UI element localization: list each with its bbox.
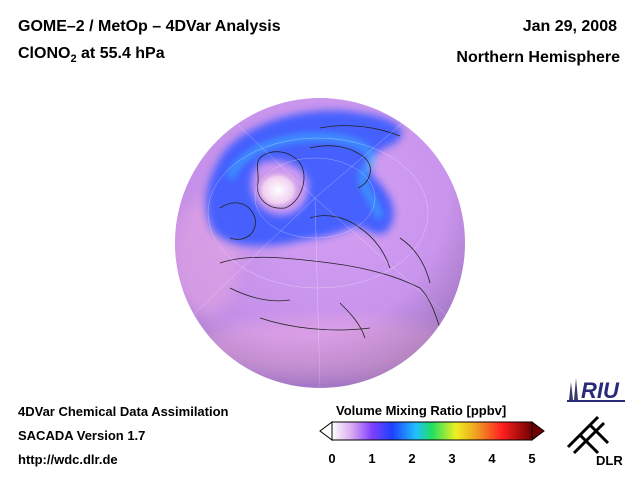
footer-url[interactable]: http://wdc.dlr.de: [18, 452, 118, 467]
riu-logo: RIU: [567, 378, 625, 403]
species-main: ClONO: [18, 45, 71, 62]
species-subscript: 2: [70, 53, 77, 65]
analysis-date: Jan 29, 2008: [522, 18, 617, 35]
colorbar-tick: 1: [368, 451, 376, 466]
colorbar-gradient: [331, 421, 533, 441]
footer-version: SACADA Version 1.7: [18, 428, 146, 443]
footer-assimilation: 4DVar Chemical Data Assimilation: [18, 404, 229, 419]
map-title: GOME–2 / MetOp – 4DVar Analysis: [18, 18, 281, 35]
dlr-logo: DLR: [566, 415, 623, 467]
dlr-logo-text: DLR: [596, 453, 623, 467]
riu-logo-text: RIU: [581, 378, 620, 403]
colorbar-tick: 2: [408, 451, 416, 466]
colorbar-tick: 4: [488, 451, 496, 466]
colorbar-label: Volume Mixing Ratio [ppbv]: [336, 403, 507, 418]
colorbar-left-arrow: [319, 421, 333, 441]
globe-map: [175, 98, 465, 388]
colorbar: [319, 421, 545, 441]
colorbar-tick: 3: [448, 451, 456, 466]
region-label: Northern Hemisphere: [456, 49, 620, 66]
colorbar-tick: 5: [528, 451, 536, 466]
species-level: at 55.4 hPa: [76, 45, 165, 62]
species-label: ClONO2 at 55.4 hPa: [18, 46, 165, 65]
colorbar-tick: 0: [328, 451, 336, 466]
globe-shading: [175, 98, 465, 388]
colorbar-right-arrow: [531, 421, 545, 441]
